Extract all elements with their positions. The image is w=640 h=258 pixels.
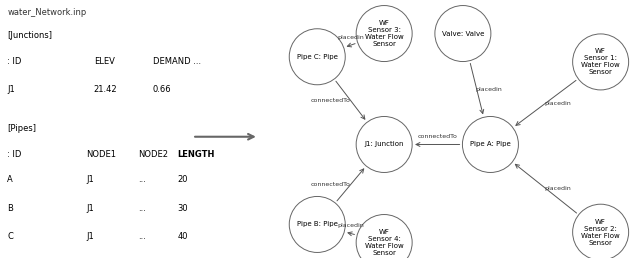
- Text: B: B: [8, 204, 13, 213]
- Text: Pipe A: Pipe: Pipe A: Pipe: [470, 141, 511, 148]
- Text: placedin: placedin: [337, 35, 364, 40]
- Text: WF
Sensor 3:
Water Flow
Sensor: WF Sensor 3: Water Flow Sensor: [365, 20, 404, 47]
- Text: placedin: placedin: [544, 101, 571, 106]
- Text: connectedTo: connectedTo: [311, 182, 351, 187]
- Text: 40: 40: [177, 232, 188, 241]
- Ellipse shape: [573, 204, 628, 258]
- Text: : ID: : ID: [8, 57, 22, 66]
- Text: J1: Junction: J1: Junction: [364, 141, 404, 148]
- Text: J1: J1: [86, 204, 94, 213]
- Text: ...: ...: [138, 232, 146, 241]
- Ellipse shape: [463, 116, 518, 173]
- Text: J1: J1: [8, 85, 15, 94]
- Text: placedin: placedin: [544, 186, 571, 191]
- Ellipse shape: [573, 34, 628, 90]
- Ellipse shape: [289, 196, 345, 253]
- Text: J1: J1: [86, 175, 94, 184]
- Text: 21.42: 21.42: [93, 85, 117, 94]
- Text: ...: ...: [138, 204, 146, 213]
- Text: DEMAND ...: DEMAND ...: [153, 57, 201, 66]
- Text: NODE2: NODE2: [138, 150, 168, 159]
- Text: [Junctions]: [Junctions]: [8, 31, 52, 40]
- Text: Valve: Valve: Valve: Valve: [442, 30, 484, 37]
- Ellipse shape: [356, 5, 412, 62]
- Ellipse shape: [356, 116, 412, 173]
- Text: water_Network.inp: water_Network.inp: [8, 8, 86, 17]
- Text: [Pipes]: [Pipes]: [8, 124, 36, 133]
- Ellipse shape: [356, 214, 412, 258]
- Text: placedin: placedin: [475, 86, 502, 92]
- Ellipse shape: [289, 29, 345, 85]
- Text: connectedTo: connectedTo: [311, 98, 351, 103]
- Ellipse shape: [435, 5, 491, 62]
- Text: ...: ...: [138, 175, 146, 184]
- Text: A: A: [8, 175, 13, 184]
- Text: NODE1: NODE1: [86, 150, 116, 159]
- Text: WF
Sensor 1:
Water Flow
Sensor: WF Sensor 1: Water Flow Sensor: [581, 49, 620, 75]
- Text: 20: 20: [177, 175, 188, 184]
- Text: Pipe B: Pipe: Pipe B: Pipe: [297, 221, 338, 228]
- Text: WF
Sensor 2:
Water Flow
Sensor: WF Sensor 2: Water Flow Sensor: [581, 219, 620, 246]
- Text: : ID: : ID: [8, 150, 22, 159]
- Text: J1: J1: [86, 232, 94, 241]
- Text: C: C: [8, 232, 13, 241]
- Text: 0.66: 0.66: [153, 85, 172, 94]
- Text: LENGTH: LENGTH: [177, 150, 215, 159]
- Text: ELEV: ELEV: [93, 57, 115, 66]
- Text: 30: 30: [177, 204, 188, 213]
- Text: WF
Sensor 4:
Water Flow
Sensor: WF Sensor 4: Water Flow Sensor: [365, 229, 404, 256]
- Text: connectedTo: connectedTo: [417, 134, 457, 139]
- Text: Pipe C: Pipe: Pipe C: Pipe: [297, 54, 338, 60]
- Text: placedin: placedin: [337, 223, 364, 228]
